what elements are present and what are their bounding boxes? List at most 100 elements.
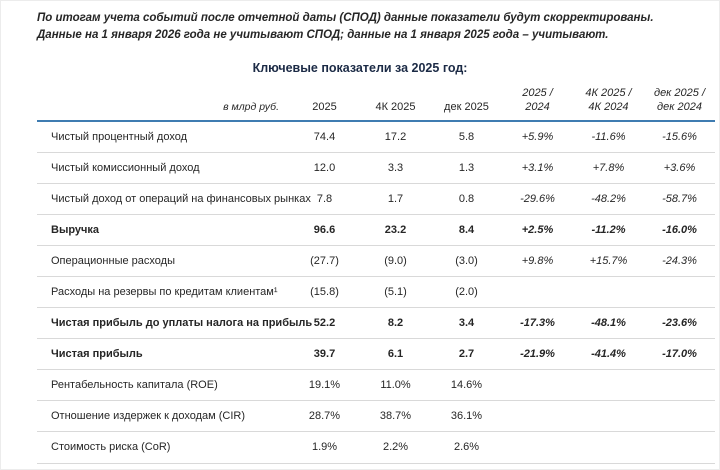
table-row: Чистый доход от операций на финансовых р…	[37, 183, 715, 215]
change-cell: -21.9%	[502, 338, 573, 371]
change-cell: -15.6%	[644, 120, 715, 153]
table-row: Отношение издержек к доходам (CIR) 28.7% 3…	[37, 400, 715, 433]
change-cell: -11.6%	[573, 120, 644, 153]
row-label: Стоимость риска (CoR)	[37, 431, 289, 464]
row-label: Чистая прибыль до уплаты налога на прибы…	[37, 307, 312, 340]
row-label: Чистый комиссионный доход	[37, 152, 289, 184]
value-cell: 28.7%	[289, 400, 360, 433]
row-label: Расходы на резервы по кредитам клиентам¹	[37, 276, 289, 309]
row-label: Отношение издержек к доходам (CIR)	[37, 400, 289, 433]
value-cell: 6.1	[360, 338, 431, 371]
table-row: Чистый комиссионный доход 12.0 3.3 1.3 +3.1%…	[37, 152, 715, 184]
change-cell	[502, 400, 573, 433]
key-indicators-table: в млрд руб. 2025 4К 2025 дек 2025 2025 /202…	[37, 84, 715, 464]
value-cell: (15.8)	[289, 276, 360, 309]
change-cell: -11.2%	[573, 214, 644, 246]
value-cell: 11.0%	[360, 369, 431, 402]
column-header-0: 2025	[289, 84, 360, 122]
change-cell	[644, 400, 715, 433]
change-cell: +3.6%	[644, 152, 715, 184]
change-cell: -48.1%	[573, 307, 644, 340]
value-cell: 7.8	[289, 183, 360, 215]
change-cell: -58.7%	[644, 183, 715, 215]
change-cell: +5.9%	[502, 120, 573, 153]
value-cell: 23.2	[360, 214, 431, 246]
change-cell: +3.1%	[502, 152, 573, 184]
change-cell	[644, 431, 715, 464]
change-cell: -17.3%	[502, 307, 573, 340]
change-cell: -16.0%	[644, 214, 715, 246]
row-label: Чистая прибыль	[37, 338, 289, 371]
change-cell: +2.5%	[502, 214, 573, 246]
page-title: Ключевые показатели за 2025 год:	[252, 60, 468, 75]
table-row: Операционные расходы (27.7) (9.0) (3.0) +9.8…	[37, 245, 715, 277]
table-row: Рентабельность капитала (ROE) 19.1% 11.0% 1…	[37, 369, 715, 402]
disclaimer-line-1: По итогам учета событий после отчетной д…	[37, 12, 654, 24]
value-cell: 1.7	[360, 183, 431, 215]
value-cell: 36.1%	[431, 400, 502, 433]
disclaimer-note: По итогам учета событий после отчетной д…	[37, 10, 681, 45]
table-row: Стоимость риска (CoR) 1.9% 2.2% 2.6%	[37, 431, 715, 464]
value-cell: 14.6%	[431, 369, 502, 402]
value-cell: (27.7)	[289, 245, 360, 277]
row-label: Выручка	[37, 214, 289, 246]
change-cell	[502, 276, 573, 309]
unit-label: в млрд руб.	[37, 84, 289, 122]
table-header-row: в млрд руб. 2025 4К 2025 дек 2025 2025 /202…	[37, 84, 715, 122]
row-label: Чистый процентный доход	[37, 120, 289, 153]
value-cell: 17.2	[360, 120, 431, 153]
change-cell	[502, 369, 573, 402]
table-row: Расходы на резервы по кредитам клиентам¹…	[37, 276, 715, 309]
change-cell	[644, 369, 715, 402]
change-cell	[502, 431, 573, 464]
value-cell: 12.0	[289, 152, 360, 184]
column-header-5: дек 2025 /дек 2024	[644, 84, 715, 122]
value-cell: (5.1)	[360, 276, 431, 309]
row-label: Чистый доход от операций на финансовых р…	[37, 183, 311, 215]
value-cell: 39.7	[289, 338, 360, 371]
value-cell: (3.0)	[431, 245, 502, 277]
column-header-4: 4К 2025 /4К 2024	[573, 84, 644, 122]
change-cell: +7.8%	[573, 152, 644, 184]
change-cell	[573, 431, 644, 464]
change-cell: -17.0%	[644, 338, 715, 371]
value-cell: 19.1%	[289, 369, 360, 402]
change-cell	[573, 400, 644, 433]
value-cell: 2.6%	[431, 431, 502, 464]
value-cell: 3.4	[431, 307, 502, 340]
row-label: Операционные расходы	[37, 245, 289, 277]
disclaimer-line-2: Данные на 1 января 2026 года не учитываю…	[37, 29, 609, 42]
value-cell: 74.4	[289, 120, 360, 153]
column-header-2: дек 2025	[431, 84, 502, 122]
change-cell: -41.4%	[573, 338, 644, 371]
column-header-1: 4К 2025	[360, 84, 431, 122]
table-row: Чистая прибыль до уплаты налога на прибы…	[37, 307, 715, 340]
value-cell: (9.0)	[360, 245, 431, 277]
change-cell	[644, 276, 715, 309]
value-cell: 5.8	[431, 120, 502, 153]
value-cell: 96.6	[289, 214, 360, 246]
row-label: Рентабельность капитала (ROE)	[37, 369, 289, 402]
change-cell: +15.7%	[573, 245, 644, 277]
value-cell: 3.3	[360, 152, 431, 184]
value-cell: 2.7	[431, 338, 502, 371]
column-header-3: 2025 /2024	[502, 84, 573, 122]
value-cell: 0.8	[431, 183, 502, 215]
change-cell: -23.6%	[644, 307, 715, 340]
value-cell: 52.2	[289, 307, 360, 340]
value-cell: 1.3	[431, 152, 502, 184]
value-cell: 8.4	[431, 214, 502, 246]
value-cell: 38.7%	[360, 400, 431, 433]
change-cell: -24.3%	[644, 245, 715, 277]
value-cell: 8.2	[360, 307, 431, 340]
table-row: Выручка 96.6 23.2 8.4 +2.5% -11.2% -16.0%	[37, 214, 715, 246]
value-cell: 2.2%	[360, 431, 431, 464]
change-cell	[573, 369, 644, 402]
table-row: Чистая прибыль 39.7 6.1 2.7 -21.9% -41.4% -17.…	[37, 338, 715, 371]
change-cell: -29.6%	[502, 183, 573, 215]
table-row: Чистый процентный доход 74.4 17.2 5.8 +5.9% -…	[37, 120, 715, 153]
value-cell: 1.9%	[289, 431, 360, 464]
value-cell: (2.0)	[431, 276, 502, 309]
change-cell	[573, 276, 644, 309]
